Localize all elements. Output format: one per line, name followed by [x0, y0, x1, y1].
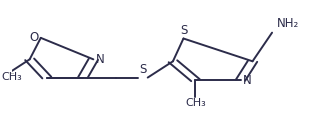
Text: O: O	[29, 31, 38, 44]
Text: S: S	[180, 24, 187, 37]
Text: N: N	[96, 53, 105, 66]
Text: S: S	[139, 63, 147, 76]
Text: CH₃: CH₃	[185, 98, 206, 108]
Text: CH₃: CH₃	[1, 72, 22, 82]
Text: NH₂: NH₂	[277, 17, 299, 30]
Text: methyl: methyl	[10, 72, 15, 74]
Text: N: N	[243, 74, 252, 87]
